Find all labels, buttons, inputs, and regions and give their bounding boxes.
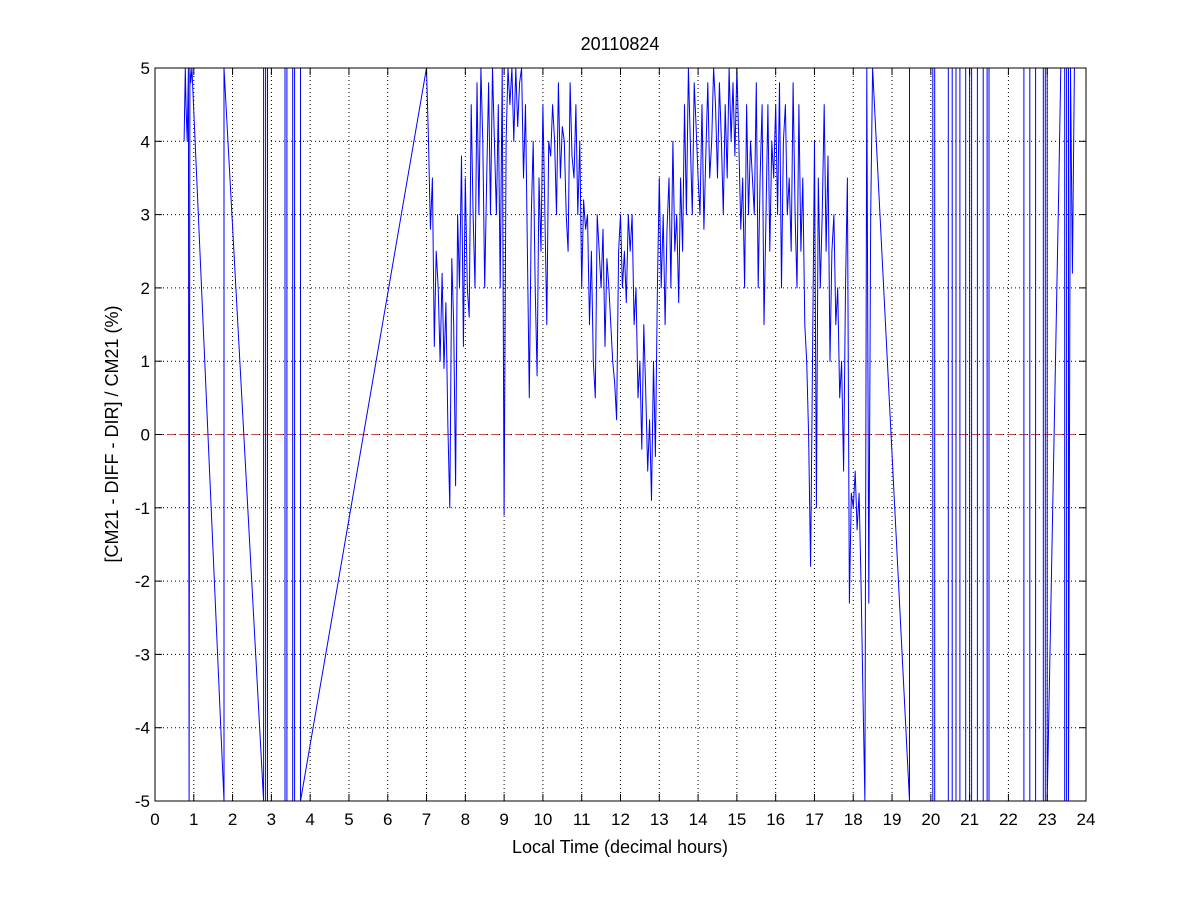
x-tick-label: 23 — [1038, 810, 1057, 829]
y-tick-label: 2 — [141, 279, 150, 298]
y-tick-label: 0 — [141, 426, 150, 445]
x-tick-label: 0 — [150, 810, 159, 829]
x-tick-label: 11 — [573, 810, 591, 829]
y-tick-label: 3 — [141, 206, 150, 225]
x-tick-label: 22 — [999, 810, 1018, 829]
y-tick-label: -1 — [135, 499, 150, 518]
x-tick-label: 7 — [422, 810, 431, 829]
y-tick-label: -2 — [135, 572, 150, 591]
x-tick-label: 9 — [499, 810, 508, 829]
x-tick-label: 4 — [305, 810, 314, 829]
x-tick-label: 14 — [689, 810, 708, 829]
x-tick-label: 8 — [461, 810, 470, 829]
chart-title: 20110824 — [581, 34, 660, 54]
x-tick-label: 3 — [267, 810, 276, 829]
y-tick-label: 5 — [141, 59, 150, 78]
y-tick-label: -3 — [135, 645, 150, 664]
axis-ticks: 0 1 2 3 4 5 6 7 8 9 10 11 12 13 14 15 16 17 18 19 20 21 22 23 24… — [135, 59, 1096, 829]
y-tick-label: 1 — [141, 352, 150, 371]
x-tick-label: 15 — [727, 810, 746, 829]
x-axis-label: Local Time (decimal hours) — [512, 837, 728, 857]
x-tick-label: 16 — [766, 810, 785, 829]
x-tick-label: 2 — [228, 810, 237, 829]
y-tick-label: -5 — [135, 792, 150, 811]
x-tick-label: 17 — [805, 810, 824, 829]
x-tick-label: 10 — [533, 810, 552, 829]
x-tick-label: 21 — [960, 810, 979, 829]
y-tick-label: -4 — [135, 719, 150, 738]
x-tick-label: 24 — [1077, 810, 1096, 829]
series-line — [183, 68, 1077, 801]
x-tick-label: 12 — [611, 810, 630, 829]
x-tick-label: 19 — [883, 810, 902, 829]
data-series — [183, 68, 1077, 801]
y-tick-label: 4 — [141, 132, 150, 151]
x-tick-label: 6 — [383, 810, 392, 829]
x-tick-label: 18 — [844, 810, 863, 829]
x-tick-label: 5 — [344, 810, 353, 829]
x-tick-label: 20 — [921, 810, 940, 829]
x-tick-label: 13 — [650, 810, 669, 829]
y-axis-label: [CM21 - DIFF - DIR] / CM21 (%) — [102, 305, 122, 562]
x-tick-label: 1 — [189, 810, 198, 829]
